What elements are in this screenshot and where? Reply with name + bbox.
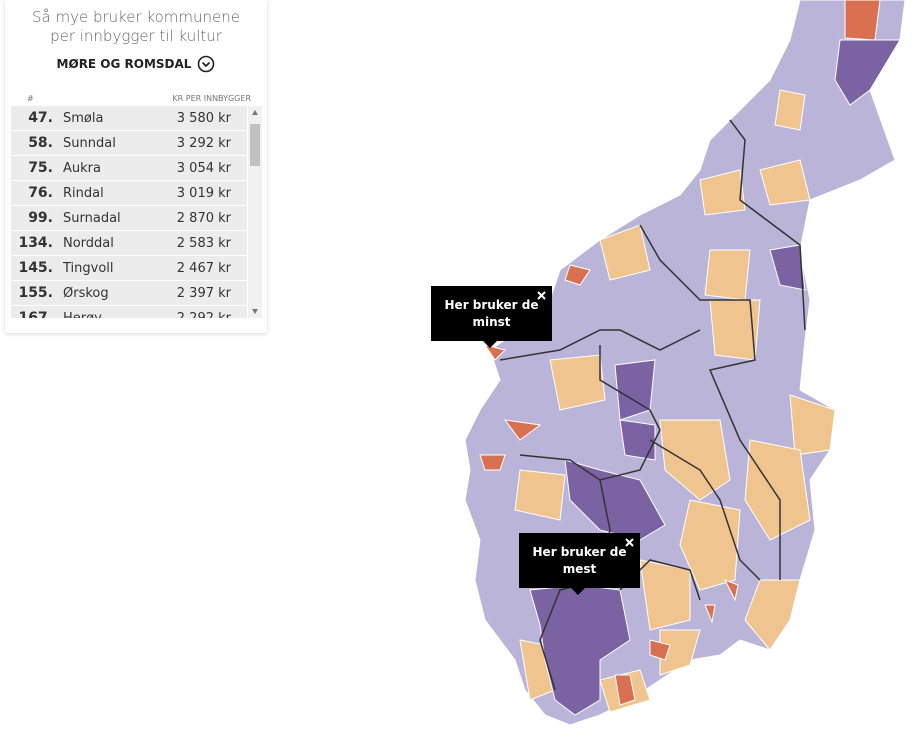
cell-name: Aukra [63, 160, 101, 176]
cell-name: Sunndal [63, 135, 116, 151]
cell-val: 3 019 kr [176, 185, 231, 201]
cell-rank: 99. [28, 210, 53, 226]
region-selector[interactable]: MØRE OG ROMSDAL [5, 55, 267, 73]
table-row: 155. Ørskog 2 397 kr [11, 281, 247, 305]
cell-val: 3 054 kr [176, 160, 231, 176]
cell-rank: 145. [18, 260, 53, 276]
close-button[interactable] [537, 291, 546, 300]
tooltip-text: Her bruker de mest [532, 544, 627, 576]
cell-rank: 76. [28, 185, 53, 201]
cell-val: 2 467 kr [176, 260, 231, 276]
cell-rank: 47. [28, 110, 53, 126]
table-row: 75. Aukra 3 054 kr [11, 156, 247, 180]
table-row: 167. Herøy 2 292 kr [11, 306, 247, 318]
orange-regions [514, 89, 836, 713]
tooltip: Her bruker de mest [519, 533, 640, 595]
table-row: 58. Sunndal 3 292 kr [11, 131, 247, 155]
cell-val: 2 397 kr [176, 285, 231, 301]
title-line: Så mye bruker kommunene [31, 8, 240, 26]
ranking-panel: Så mye bruker kommunene per innbygger ti… [5, 0, 267, 333]
tooltip-text: Her bruker de minst [444, 297, 539, 329]
cell-rank: 167. [18, 310, 53, 318]
cell-name: Herøy [63, 310, 102, 319]
dropdown-icon[interactable] [197, 55, 215, 73]
tooltip: Her bruker de minst [431, 286, 552, 348]
close-button[interactable] [625, 538, 634, 547]
panel-title: Så mye bruker kommunene per innbygger ti… [5, 0, 267, 46]
table-rows: 47. Smøla 3 580 kr 58. Sunndal 3 292 kr 75. Auk… [11, 106, 247, 318]
cell-rank: 155. [18, 285, 53, 301]
cell-rank: 134. [18, 235, 53, 251]
purple-regions [529, 39, 901, 716]
header-value: KR PER INNBYGGER [172, 94, 251, 103]
cell-rank: 75. [28, 160, 53, 176]
header-rank: # [27, 94, 34, 103]
cell-name: Norddal [63, 235, 114, 251]
cell-name: Tingvoll [63, 260, 114, 276]
cell-name: Smøla [63, 110, 104, 126]
red-regions [479, 0, 881, 706]
scrollbar[interactable] [248, 106, 262, 318]
cell-rank: 58. [28, 135, 53, 151]
table-row: 134. Norddal 2 583 kr [11, 231, 247, 255]
title-line: per innbygger til kultur [50, 27, 222, 45]
table-row: 99. Surnadal 2 870 kr [11, 206, 247, 230]
region-name[interactable]: MØRE OG ROMSDAL [56, 57, 192, 71]
cell-name: Ørskog [63, 285, 109, 301]
cell-val: 2 292 kr [176, 310, 231, 319]
cell-val: 3 580 kr [176, 110, 231, 126]
table-row: 145. Tingvoll 2 467 kr [11, 256, 247, 280]
cell-name: Rindal [63, 185, 104, 201]
cell-name: Surnadal [63, 210, 121, 226]
cell-val: 2 583 kr [176, 235, 231, 251]
cell-val: 2 870 kr [176, 210, 231, 226]
table-row: 76. Rindal 3 019 kr [11, 181, 247, 205]
cell-val: 3 292 kr [176, 135, 231, 151]
table-row: 47. Smøla 3 580 kr [11, 106, 247, 130]
county-borders [499, 119, 806, 691]
